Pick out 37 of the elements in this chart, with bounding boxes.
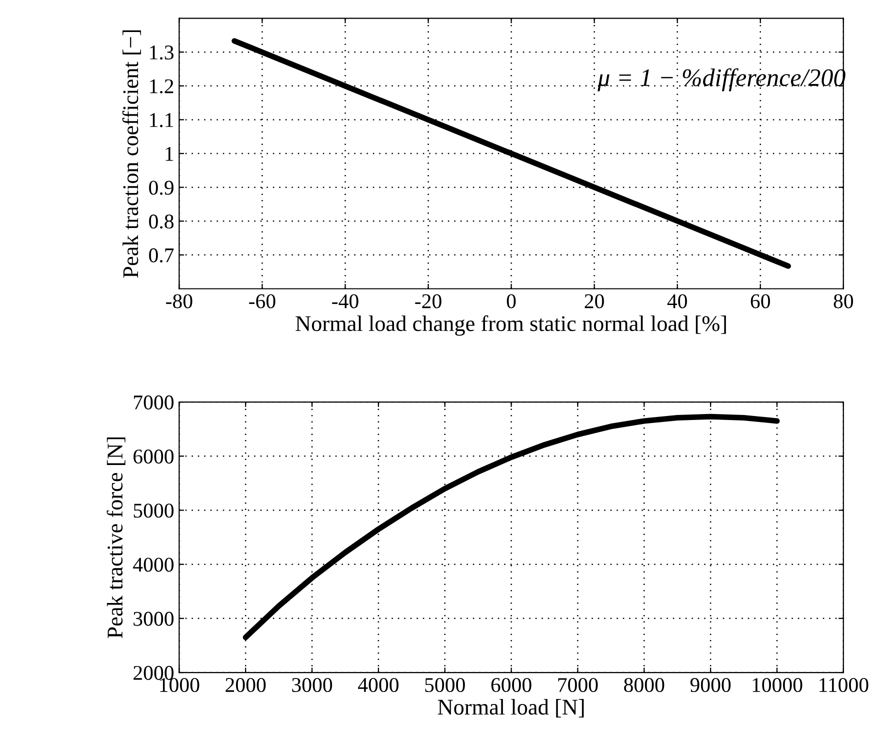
x-tick-label: 5000 — [425, 678, 465, 692]
y-tick-label: 3000 — [134, 612, 174, 626]
x-tick-label: -20 — [415, 294, 442, 308]
x-tick-label: 4000 — [358, 678, 398, 692]
y-tick-label: 0.8 — [149, 214, 174, 229]
x-tick-label: 20 — [584, 294, 604, 308]
x-tick-label: 9000 — [690, 678, 731, 692]
y-tick-label: 0.9 — [149, 180, 174, 195]
x-tick-label: 6000 — [491, 678, 532, 692]
y-tick-label: 6000 — [134, 450, 174, 464]
y-tick-label: 0.7 — [149, 248, 174, 262]
y-tick-label: 4000 — [133, 558, 174, 572]
x-tick-label: -40 — [332, 294, 358, 308]
x-tick-label: 8000 — [624, 678, 664, 692]
x-tick-label: 1000 — [160, 678, 200, 692]
y-tick-label: 7000 — [134, 395, 174, 410]
x-tick-label: 40 — [667, 294, 687, 308]
x-tick-label: 11000 — [820, 678, 868, 692]
x-tick-label: 3000 — [292, 678, 332, 692]
y-tick-label: 1.3 — [150, 46, 174, 60]
y-tick-label: 1.1 — [150, 113, 174, 128]
x-tick-label: 60 — [750, 294, 770, 308]
y-axis-title: Peak traction coefficient [−] — [122, 30, 141, 278]
x-tick-label: 80 — [834, 294, 854, 308]
x-tick-label: -60 — [249, 294, 276, 308]
y-tick-label: 2000 — [134, 666, 174, 680]
x-tick-label: 10000 — [752, 678, 802, 692]
y-tick-label: 1.2 — [150, 79, 174, 94]
x-axis-title: Normal load change from static normal load [%] — [296, 315, 726, 336]
y-tick-label: 1 — [166, 146, 174, 161]
x-tick-label: 7000 — [558, 678, 598, 692]
x-axis-title: Normal load [N] — [438, 699, 584, 718]
x-tick-label: 0 — [506, 294, 516, 308]
y-axis-title: Peak tractive force [N] — [106, 437, 126, 638]
x-tick-label: 2000 — [226, 678, 266, 692]
y-tick-label: 5000 — [134, 504, 174, 518]
x-tick-label: -80 — [166, 294, 192, 308]
